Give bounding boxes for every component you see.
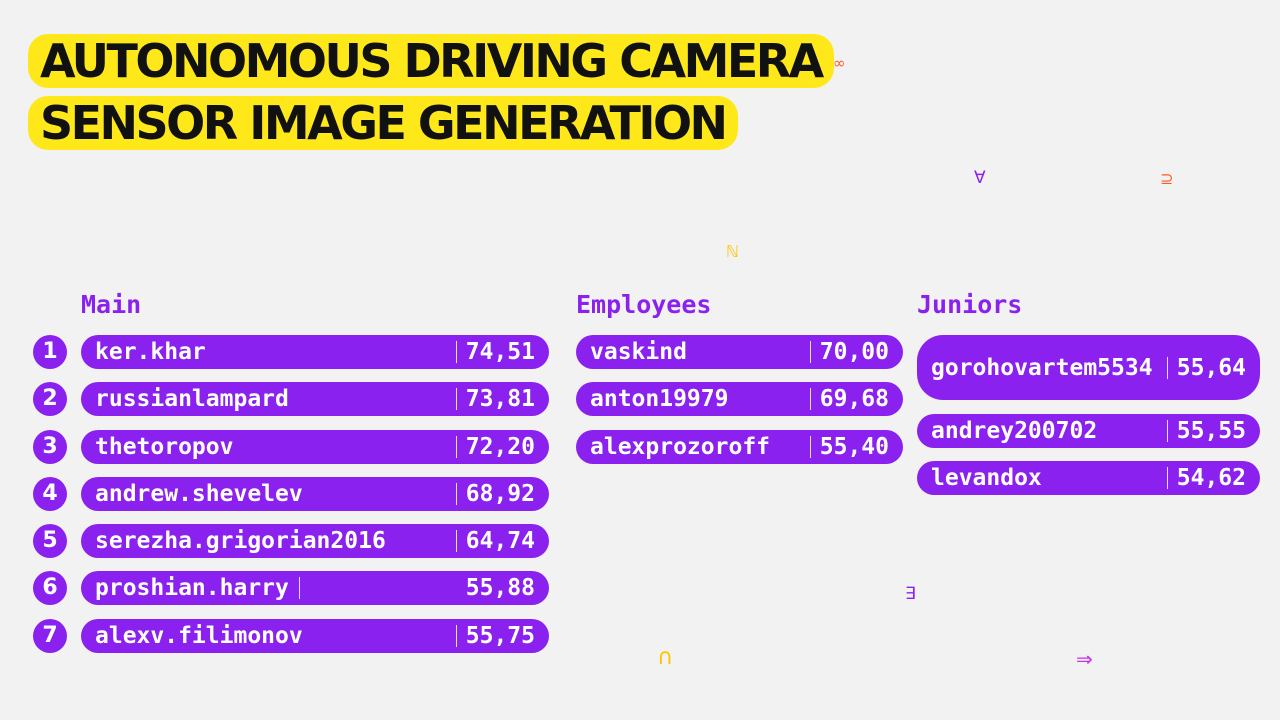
participant-name: proshian.harry xyxy=(95,575,289,601)
participant-score: 74,51 xyxy=(465,339,535,365)
leaderboard-row: andrey200702 55,55 xyxy=(917,414,1260,448)
row-divider xyxy=(455,436,457,458)
participant-name: anton19979 xyxy=(590,386,729,412)
leaderboard-row: russianlampard 73,81 xyxy=(81,382,549,416)
leaderboard-row: andrew.shevelev 68,92 xyxy=(81,477,549,511)
participant-name: gorohovartem5534 xyxy=(931,354,1153,381)
participant-score: 69,68 xyxy=(819,386,889,412)
participant-name: serezha.grigorian2016 xyxy=(95,528,386,554)
participant-name: thetoropov xyxy=(95,434,234,460)
participant-name: ker.khar xyxy=(95,339,206,365)
superset-symbol-icon: ⊇ xyxy=(1160,169,1174,188)
participant-name: andrew.shevelev xyxy=(95,481,303,507)
leaderboard-row: alexprozoroff 55,40 xyxy=(576,430,903,464)
naturals-symbol-icon: ℕ xyxy=(726,242,739,261)
leaderboard-row: alexv.filimonov 55,75 xyxy=(81,619,549,653)
leaderboard-row: anton19979 69,68 xyxy=(576,382,903,416)
row-divider xyxy=(809,388,811,410)
title-line-2: SENSOR IMAGE GENERATION xyxy=(28,96,738,150)
rank-badge: 6 xyxy=(33,571,67,605)
rank-badge: 7 xyxy=(33,619,67,653)
leaderboard-row: vaskind 70,00 xyxy=(576,335,903,369)
row-divider xyxy=(1166,420,1168,442)
row-divider xyxy=(455,625,457,647)
leaderboard-row: proshian.harry 55,88 xyxy=(81,571,549,605)
for-all-symbol-icon: ∀ xyxy=(974,168,986,188)
participant-score: 55,55 xyxy=(1176,418,1246,444)
leaderboard-row: levandox 54,62 xyxy=(917,461,1260,495)
participant-score: 55,88 xyxy=(465,575,535,601)
participant-score: 68,92 xyxy=(465,481,535,507)
row-divider xyxy=(809,436,811,458)
rank-badge: 3 xyxy=(33,430,67,464)
rank-badge: 2 xyxy=(33,382,67,416)
leaderboard-row: thetoropov 72,20 xyxy=(81,430,549,464)
row-divider xyxy=(1166,467,1168,489)
participant-name: alexprozoroff xyxy=(590,434,771,460)
main-column-title: Main xyxy=(81,290,142,319)
employees-column-title: Employees xyxy=(576,290,712,319)
row-divider xyxy=(455,388,457,410)
page-title: AUTONOMOUS DRIVING CAMERA SENSOR IMAGE G… xyxy=(28,30,834,154)
row-divider xyxy=(455,530,457,552)
leaderboard-row: gorohovartem5534 55,64 xyxy=(917,335,1260,400)
juniors-column-title: Juniors xyxy=(917,290,1023,319)
participant-name: vaskind xyxy=(590,339,687,365)
row-divider xyxy=(1166,356,1168,379)
participant-score: 64,74 xyxy=(465,528,535,554)
row-divider xyxy=(809,341,811,363)
rank-badge: 4 xyxy=(33,477,67,511)
implies-symbol-icon: ⇒ xyxy=(1076,647,1093,671)
row-divider xyxy=(298,577,300,599)
row-divider xyxy=(455,483,457,505)
rank-badge: 5 xyxy=(33,524,67,558)
intersection-symbol-icon: ∩ xyxy=(657,645,674,670)
participant-name: levandox xyxy=(931,465,1042,491)
participant-score: 55,75 xyxy=(465,623,535,649)
rank-badge: 1 xyxy=(33,335,67,369)
exists-symbol-icon: ∃ xyxy=(905,584,916,604)
title-line-1: AUTONOMOUS DRIVING CAMERA xyxy=(28,34,834,88)
participant-score: 73,81 xyxy=(465,386,535,412)
participant-name: russianlampard xyxy=(95,386,289,412)
infinity-symbol-icon: ∞ xyxy=(833,54,846,72)
participant-score: 70,00 xyxy=(819,339,889,365)
row-divider xyxy=(455,341,457,363)
participant-name: andrey200702 xyxy=(931,418,1098,444)
participant-name: alexv.filimonov xyxy=(95,623,303,649)
participant-score: 55,64 xyxy=(1176,354,1246,381)
participant-score: 72,20 xyxy=(465,434,535,460)
participant-score: 54,62 xyxy=(1176,465,1246,491)
leaderboard-row: ker.khar 74,51 xyxy=(81,335,549,369)
leaderboard-row: serezha.grigorian2016 64,74 xyxy=(81,524,549,558)
participant-score: 55,40 xyxy=(819,434,889,460)
